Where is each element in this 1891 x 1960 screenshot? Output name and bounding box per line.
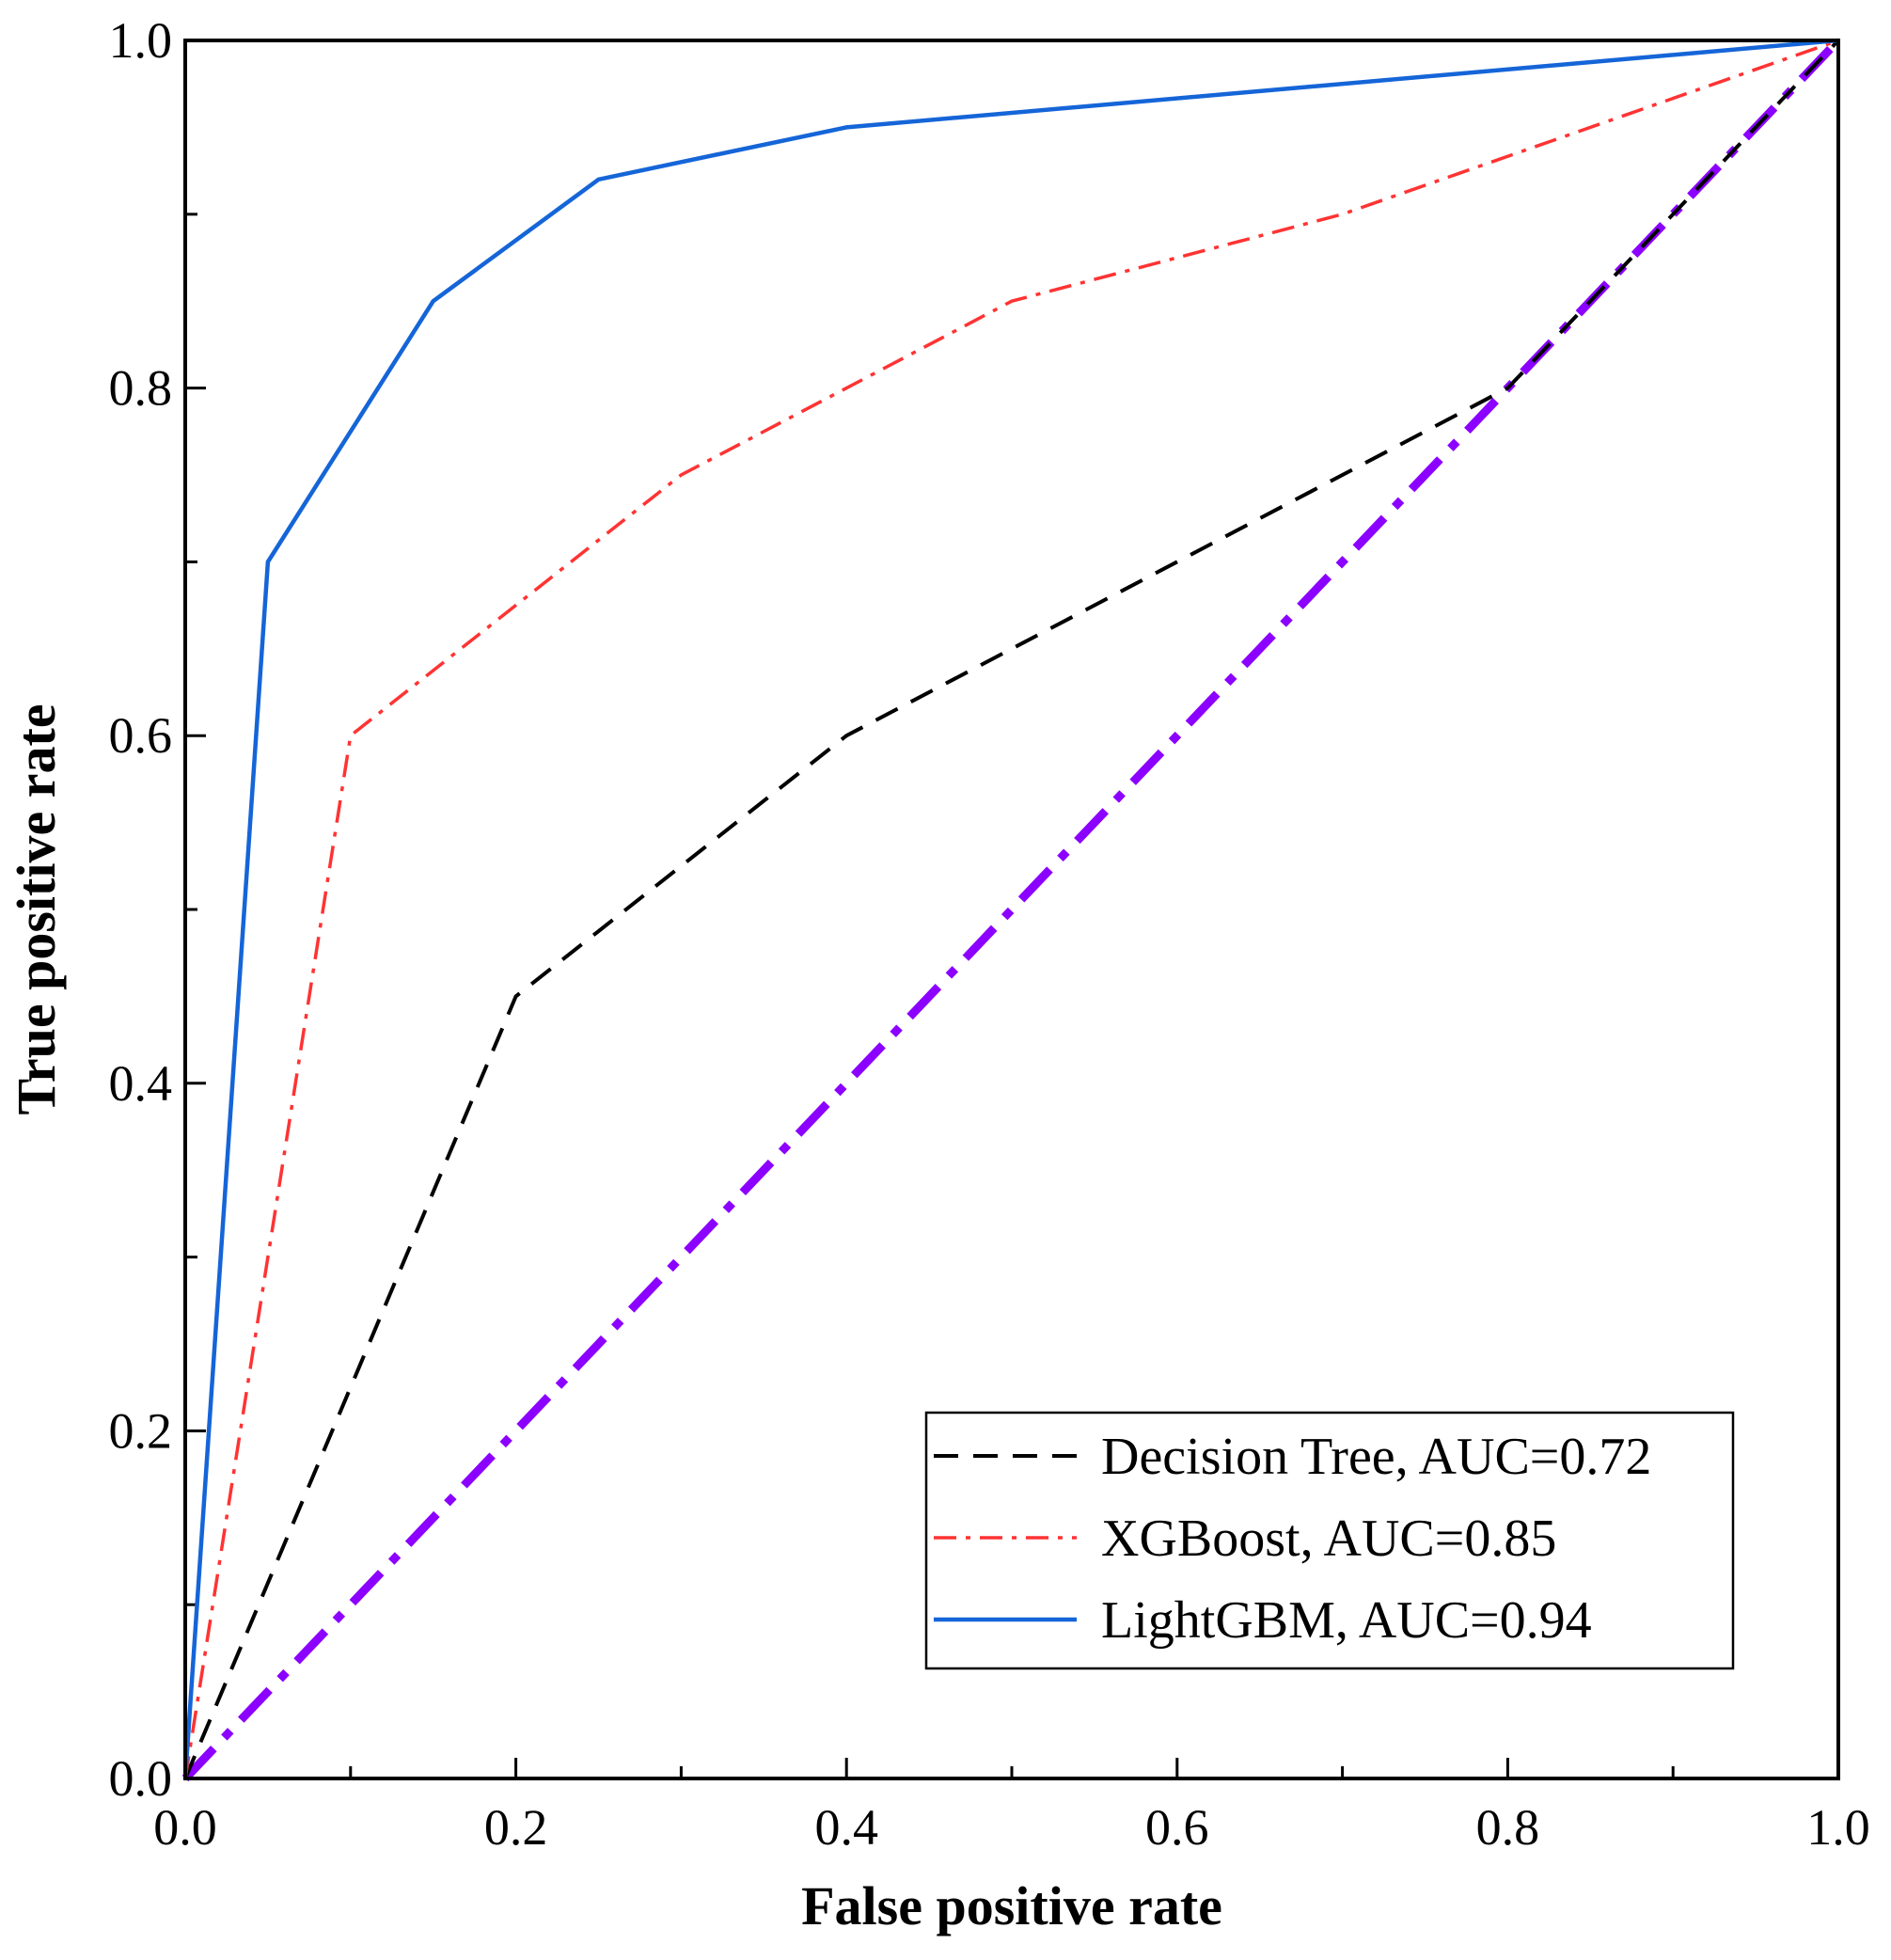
legend-label: Decision Tree, AUC=0.72	[1101, 1428, 1651, 1486]
x-tick-label: 1.0	[1806, 1799, 1870, 1856]
y-tick-label: 0.2	[109, 1402, 173, 1459]
legend-entries: Decision Tree, AUC=0.72 XGBoost, AUC=0.85…	[934, 1428, 1651, 1650]
y-tick-label: 1.0	[109, 12, 173, 69]
legend-label: XGBoost, AUC=0.85	[1101, 1510, 1556, 1568]
series-line-decision-tree	[183, 39, 1840, 1779]
series-line-lightgbm	[182, 38, 1839, 1779]
y-tick-label: 0.4	[109, 1055, 173, 1112]
x-tick-label: 0.0	[153, 1799, 217, 1856]
plot-frame	[183, 39, 1840, 1780]
x-tick-label: 0.4	[814, 1799, 878, 1856]
y-tick-label: 0.8	[109, 360, 173, 417]
y-axis-title: True positive rate	[6, 703, 67, 1114]
legend-label: LightGBM, AUC=0.94	[1101, 1591, 1592, 1650]
series-line-xgboost	[183, 39, 1839, 1779]
plot-series	[181, 37, 1842, 1782]
legend: Decision Tree, AUC=0.72 XGBoost, AUC=0.85…	[924, 1411, 1735, 1670]
y-tick-label: 0.6	[109, 707, 173, 764]
y-tick-label: 0.0	[109, 1750, 173, 1807]
x-tick-label: 0.8	[1476, 1799, 1540, 1856]
x-tick-label: 0.6	[1145, 1799, 1209, 1856]
x-axis-title: False positive rate	[801, 1875, 1222, 1936]
tick-labels: 0.0 0.2 0.4 0.6 0.8 1.0 0.0 0.2 0.4 0.6 0.8 1.0	[109, 12, 1870, 1856]
x-tick-label: 0.2	[484, 1799, 548, 1856]
